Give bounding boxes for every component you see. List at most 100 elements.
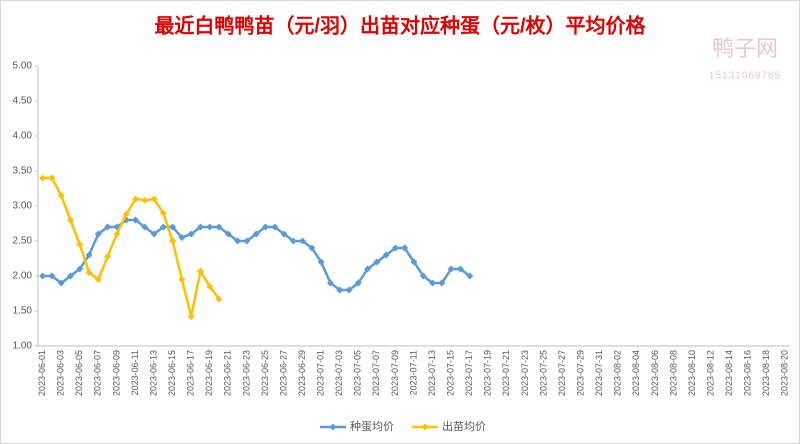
point-marker: [354, 279, 362, 287]
point-marker: [336, 286, 344, 294]
point-marker: [364, 265, 372, 273]
x-tick-label: 2023-07-05: [353, 350, 363, 396]
x-tick-label: 2023-07-01: [316, 350, 326, 396]
point-marker: [252, 230, 260, 238]
x-tick-label: 2023-08-12: [705, 350, 715, 396]
point-marker: [94, 230, 102, 238]
x-tick-label: 2023-06-21: [223, 350, 233, 396]
y-tick-label: 2.00: [13, 271, 33, 282]
x-tick-label: 2023-06-25: [260, 350, 270, 396]
x-tick-label: 2023-07-17: [464, 350, 474, 396]
point-marker: [326, 279, 334, 287]
point-marker: [410, 258, 418, 266]
point-marker: [215, 295, 223, 303]
x-tick-label: 2023-08-16: [743, 350, 753, 396]
point-marker: [66, 272, 74, 280]
point-marker: [104, 223, 112, 231]
y-tick-label: 5.00: [13, 61, 33, 72]
x-tick-label: 2023-08-10: [687, 350, 697, 396]
point-marker: [187, 313, 195, 321]
point-marker: [48, 174, 56, 182]
watermark: 鸭子网: [712, 36, 778, 61]
point-marker: [419, 272, 427, 280]
x-tick-label: 2023-08-08: [668, 350, 678, 396]
point-marker: [466, 272, 474, 280]
point-marker: [196, 267, 204, 275]
point-marker: [289, 237, 297, 245]
point-marker: [57, 279, 65, 287]
point-marker: [39, 174, 47, 182]
point-marker: [169, 237, 177, 245]
x-tick-label: 2023-06-13: [148, 350, 158, 396]
point-marker: [141, 196, 149, 204]
x-tick-label: 2023-07-15: [446, 350, 456, 396]
point-marker: [206, 283, 214, 290]
point-marker: [150, 230, 158, 238]
x-tick-label: 2023-06-19: [204, 350, 214, 396]
point-marker: [261, 223, 269, 231]
x-tick-label: 2023-08-18: [761, 350, 771, 396]
point-marker: [234, 237, 242, 245]
x-tick-label: 2023-07-11: [408, 350, 418, 395]
x-tick-label: 2023-08-20: [780, 350, 790, 396]
x-tick-label: 2023-07-13: [427, 350, 437, 396]
point-marker: [131, 216, 139, 224]
x-tick-label: 2023-06-17: [186, 350, 196, 396]
point-marker: [308, 244, 316, 252]
point-marker: [159, 223, 167, 231]
x-tick-label: 2023-07-19: [483, 350, 493, 396]
legend-marker: [421, 423, 429, 431]
point-marker: [57, 192, 65, 199]
point-marker: [345, 286, 353, 294]
x-tick-label: 2023-07-03: [334, 350, 344, 396]
point-marker: [447, 265, 455, 273]
y-tick-label: 2.50: [13, 236, 33, 247]
x-tick-label: 2023-07-23: [520, 350, 530, 396]
point-marker: [104, 252, 112, 260]
point-marker: [48, 272, 56, 280]
point-marker: [76, 241, 84, 248]
x-tick-label: 2023-06-09: [111, 350, 121, 396]
y-tick-label: 1.00: [13, 341, 33, 352]
x-tick-label: 2023-08-14: [724, 350, 734, 396]
point-marker: [271, 223, 279, 231]
point-marker: [206, 223, 214, 231]
x-tick-label: 2023-07-31: [594, 350, 604, 396]
y-tick-label: 3.50: [13, 166, 33, 177]
x-tick-label: 2023-06-03: [56, 350, 66, 396]
point-marker: [94, 276, 102, 283]
point-marker: [215, 223, 223, 231]
x-tick-label: 2023-07-25: [538, 350, 548, 396]
point-marker: [122, 210, 130, 218]
point-marker: [382, 251, 390, 259]
y-tick-label: 4.50: [13, 96, 33, 107]
x-tick-label: 2023-06-05: [74, 350, 84, 396]
y-tick-label: 1.50: [13, 306, 33, 317]
legend-marker: [329, 423, 337, 431]
point-marker: [187, 230, 195, 238]
y-tick-label: 4.00: [13, 131, 33, 142]
point-marker: [317, 258, 325, 266]
legend-label: 种蛋均价: [350, 419, 394, 433]
x-tick-label: 2023-08-06: [650, 350, 660, 396]
point-marker: [243, 237, 251, 245]
point-marker: [66, 216, 74, 224]
x-tick-label: 2023-06-27: [278, 350, 288, 396]
point-marker: [150, 195, 158, 203]
point-marker: [299, 237, 307, 245]
point-marker: [178, 234, 186, 241]
point-marker: [438, 279, 446, 287]
x-tick-label: 2023-07-21: [501, 350, 511, 396]
point-marker: [373, 258, 381, 266]
x-tick-label: 2023-07-09: [390, 350, 400, 396]
point-marker: [169, 223, 177, 231]
x-tick-label: 2023-06-07: [93, 350, 103, 396]
x-tick-label: 2023-06-29: [297, 350, 307, 396]
point-marker: [401, 244, 409, 252]
x-tick-label: 2023-06-15: [167, 350, 177, 396]
point-marker: [159, 209, 167, 217]
x-tick-label: 2023-07-27: [557, 350, 567, 396]
point-marker: [39, 272, 47, 280]
